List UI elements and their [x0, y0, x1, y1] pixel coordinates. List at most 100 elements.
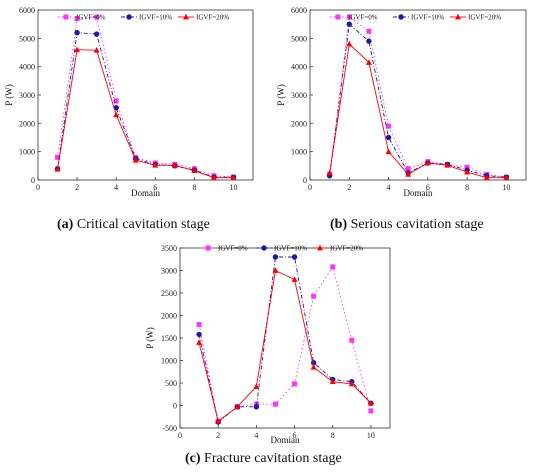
- x-tick-label: 6: [293, 431, 297, 440]
- data-point: [464, 168, 471, 175]
- legend-item: IGVF=0%: [58, 14, 106, 22]
- legend-label: IGVF=10%: [411, 14, 444, 22]
- data-point: [253, 383, 260, 389]
- legend-marker: [398, 14, 404, 20]
- series-0: [55, 14, 236, 180]
- x-axis-label: Domain: [131, 188, 160, 198]
- data-point: [346, 21, 352, 27]
- y-tick-label: 2000: [291, 119, 307, 128]
- legend-marker: [63, 14, 69, 20]
- x-tick-label: 8: [331, 431, 335, 440]
- legend-marker: [335, 14, 341, 20]
- legend: IGVF=0% IGVF=10% IGVF=20%: [58, 14, 229, 22]
- x-axis-label: Domain: [404, 188, 433, 198]
- x-tick-label: 0: [308, 183, 312, 192]
- data-point: [366, 28, 372, 34]
- series-1: [326, 21, 510, 180]
- x-tick-label: 2: [216, 431, 220, 440]
- legend-label: IGVF=0%: [76, 14, 106, 22]
- caption-b-text: Serious cavitation stage: [347, 217, 484, 232]
- caption-b: (b) Serious cavitation stage: [330, 217, 484, 233]
- data-point: [196, 322, 202, 327]
- data-point: [349, 337, 355, 343]
- series-line: [198, 256, 372, 423]
- y-tick-label: 0: [173, 402, 177, 411]
- series-1: [54, 29, 237, 180]
- y-tick-label: 1000: [291, 148, 307, 157]
- y-tick-label: 2000: [161, 312, 177, 321]
- y-tick-label: 2500: [161, 289, 177, 298]
- data-point: [367, 400, 374, 406]
- data-point: [215, 418, 222, 424]
- series-line: [329, 23, 507, 178]
- data-point: [253, 404, 260, 410]
- x-tick-label: 0: [178, 431, 182, 440]
- y-tick-label: 0: [31, 176, 35, 185]
- series-line: [57, 49, 234, 179]
- y-tick-label: 3500: [161, 244, 177, 253]
- data-point: [464, 164, 470, 170]
- data-point: [483, 174, 490, 181]
- x-axis-label: Domian: [271, 435, 300, 445]
- data-point: [366, 38, 372, 44]
- x-tick-label: 8: [192, 183, 196, 192]
- data-point: [365, 59, 372, 65]
- data-point: [405, 166, 411, 172]
- data-point: [113, 98, 119, 104]
- series-line: [57, 16, 234, 178]
- legend-label: IGVF=10%: [274, 245, 307, 253]
- series-line: [198, 265, 372, 423]
- legend-marker: [183, 13, 189, 20]
- data-point: [94, 14, 100, 20]
- data-point: [329, 378, 336, 385]
- x-tick-label: 4: [387, 183, 391, 192]
- y-tick-label: 6000: [291, 6, 307, 15]
- y-tick-label: 1500: [161, 334, 177, 343]
- data-point: [346, 40, 353, 47]
- x-tick-label: 10: [502, 183, 510, 192]
- y-tick-label: 6000: [19, 6, 35, 15]
- y-axis-label: P (W): [276, 84, 286, 105]
- y-tick-label: 3000: [161, 267, 177, 276]
- data-point: [444, 162, 451, 168]
- legend: IGVF=0% IGVF=10% IGVF=20%: [200, 245, 363, 253]
- data-point: [503, 174, 510, 181]
- x-tick-label: 6: [426, 183, 430, 192]
- data-point: [291, 276, 298, 282]
- y-tick-label: 0: [303, 176, 307, 185]
- caption-c-letter: (c): [185, 451, 201, 466]
- series-0: [327, 14, 509, 180]
- data-point: [330, 264, 336, 270]
- y-axis-label: P (W): [145, 327, 155, 348]
- legend-label: IGVF=10%: [139, 14, 172, 22]
- x-tick-label: 0: [36, 183, 40, 192]
- caption-a: (a) Critical cavitation stage: [57, 217, 210, 233]
- data-point: [326, 169, 333, 176]
- data-point: [74, 46, 81, 53]
- y-tick-label: 500: [165, 379, 177, 388]
- y-tick-label: -500: [162, 424, 177, 433]
- series-2: [196, 267, 374, 424]
- legend-marker: [317, 244, 323, 251]
- legend-label: IGVF=20%: [468, 14, 501, 22]
- legend-item: IGVF=10%: [256, 245, 307, 253]
- series-1: [196, 254, 374, 425]
- plot-frame: [37, 9, 254, 181]
- legend: IGVF=0% IGVF=10% IGVF=20%: [330, 14, 501, 22]
- data-point: [210, 174, 217, 181]
- series-0: [196, 264, 374, 424]
- caption-b-letter: (b): [330, 217, 348, 232]
- legend-label: IGVF=20%: [330, 245, 363, 253]
- legend-marker: [205, 245, 211, 251]
- series-line: [57, 32, 234, 178]
- data-point: [424, 159, 431, 166]
- data-point: [291, 254, 298, 260]
- data-point: [55, 154, 61, 160]
- y-axis-label: P (W): [4, 84, 14, 105]
- data-point: [310, 364, 317, 370]
- plot-frame: [309, 9, 527, 181]
- series-line: [198, 269, 372, 423]
- data-point: [385, 134, 392, 141]
- data-point: [171, 162, 178, 168]
